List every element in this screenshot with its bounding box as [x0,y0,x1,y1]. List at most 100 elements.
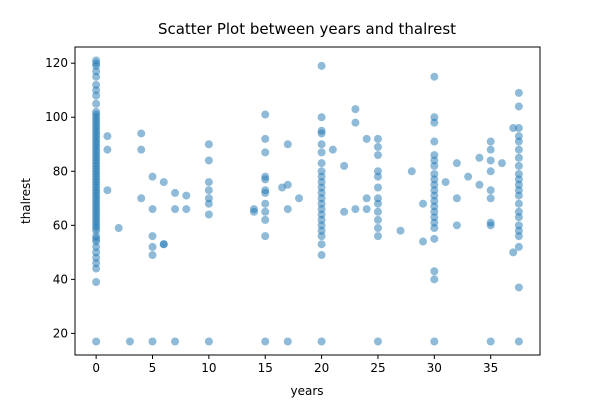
point [148,172,157,181]
point [317,232,326,241]
y-tick-label: 40 [53,272,68,286]
point [148,205,157,214]
point [514,137,523,146]
point [430,234,439,243]
point [148,232,157,241]
point [261,110,270,119]
point [486,337,495,346]
point [92,107,101,116]
point [261,337,270,346]
point [92,56,101,65]
point [317,61,326,70]
point [514,153,523,162]
y-tick-label: 20 [53,326,68,340]
point [204,210,213,219]
point [373,183,382,192]
point [340,207,349,216]
point [137,194,146,203]
point [295,194,304,203]
point [137,129,146,138]
point [283,180,292,189]
point [373,207,382,216]
point [452,194,461,203]
point [114,224,123,233]
point [373,224,382,233]
point [514,102,523,111]
point [362,134,371,143]
point [373,151,382,160]
point [283,205,292,214]
point [92,80,101,89]
point [204,186,213,195]
x-tick-label: 0 [92,361,100,375]
point [317,113,326,122]
point [92,278,101,287]
x-tick-label: 15 [258,361,273,375]
point [430,275,439,284]
x-tick-label: 5 [149,361,157,375]
y-axis-label: thalrest [19,178,33,224]
point [261,232,270,241]
y-tick-label: 80 [53,164,68,178]
point [171,205,180,214]
point [514,145,523,154]
point [204,140,213,149]
point [373,337,382,346]
point [373,172,382,181]
point [159,178,168,187]
point [148,242,157,251]
point [419,237,428,246]
point [261,148,270,157]
chart-title: Scatter Plot between years and thalrest [158,20,456,38]
point [486,137,495,146]
plot-frame [74,46,541,356]
point [182,205,191,214]
point [514,213,523,222]
x-tick-label: 20 [314,361,329,375]
point [328,145,337,154]
point [92,99,101,108]
point [373,142,382,151]
point [514,88,523,97]
point [362,205,371,214]
point [148,251,157,260]
point [362,194,371,203]
point [419,199,428,208]
y-tick-label: 60 [53,218,68,232]
x-tick-label: 30 [427,361,442,375]
point [261,188,270,197]
point [396,226,405,235]
point [452,221,461,230]
point [497,159,506,168]
point [159,240,168,249]
point [148,337,157,346]
y-tick-label: 120 [45,56,68,70]
point [317,240,326,249]
point [103,186,112,195]
point [514,191,523,200]
x-tick-label: 10 [201,361,216,375]
y-tick-label: 100 [45,110,68,124]
point [283,140,292,149]
point [317,148,326,157]
point [514,337,523,346]
point [249,207,258,216]
point [351,205,360,214]
x-tick-label: 35 [483,361,498,375]
point [125,337,134,346]
point [204,199,213,208]
x-axis-label: years [290,384,323,398]
point [430,118,439,127]
point [373,232,382,241]
point [441,178,450,187]
point [509,124,518,133]
point [171,188,180,197]
point [317,337,326,346]
point [407,167,416,176]
point [486,167,495,176]
point [430,137,439,146]
point [182,191,191,200]
point [430,267,439,276]
point [204,337,213,346]
point [475,153,484,162]
